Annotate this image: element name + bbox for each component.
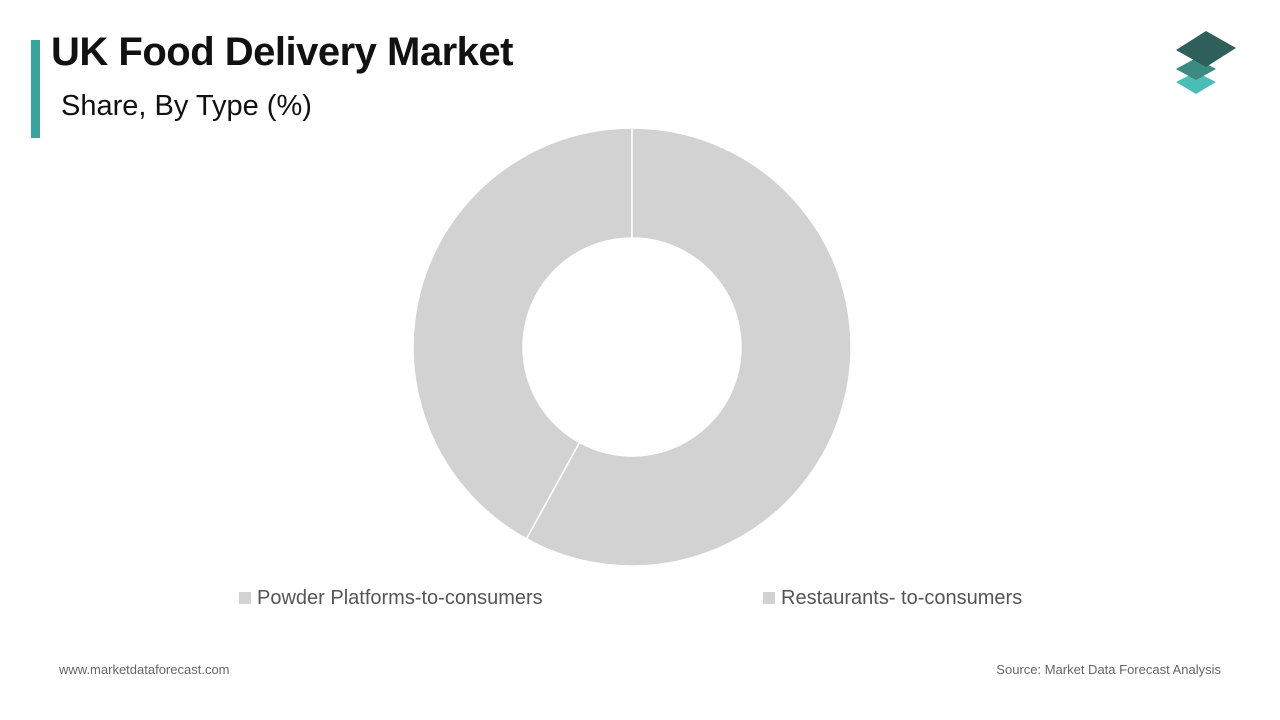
- chart-subtitle: Share, By Type (%): [61, 90, 312, 122]
- legend-item-restaurants: Restaurants- to-consumers: [763, 586, 1022, 610]
- donut-slice-0: [412, 127, 633, 540]
- logo-layer-top: [1176, 31, 1236, 67]
- donut-slices: [412, 127, 852, 567]
- logo-layer-bottom: [1176, 72, 1216, 94]
- donut-slice-1: [525, 127, 852, 567]
- legend-swatch-powder-platforms: [239, 592, 251, 604]
- legend-item-powder-platforms: Powder Platforms-to-consumers: [239, 586, 543, 610]
- footer-website[interactable]: www.marketdataforecast.com: [59, 662, 230, 677]
- legend-label-powder-platforms: Powder Platforms-to-consumers: [257, 586, 543, 609]
- stacked-layers-icon: [1176, 31, 1236, 94]
- title-accent-bar: [31, 40, 40, 138]
- legend-label-restaurants: Restaurants- to-consumers: [781, 586, 1023, 609]
- chart-title: UK Food Delivery Market: [51, 30, 513, 74]
- footer-source: Source: Market Data Forecast Analysis: [996, 662, 1221, 677]
- legend-swatch-restaurants: [763, 592, 775, 604]
